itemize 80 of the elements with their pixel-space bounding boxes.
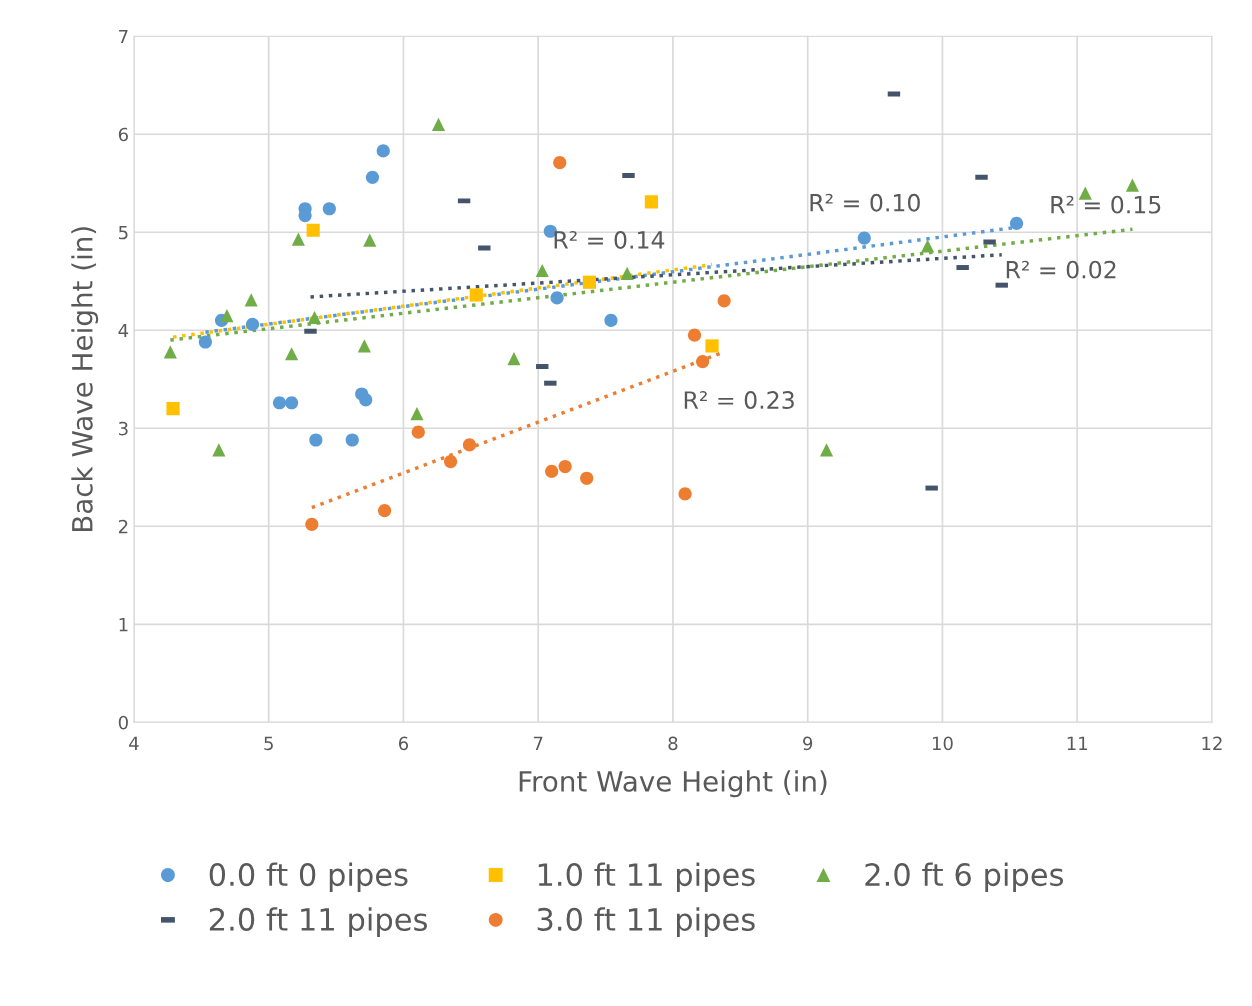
point: [272, 396, 287, 410]
x-tick-label: 8: [668, 736, 678, 751]
x-tick-label: 5: [264, 736, 273, 751]
point: [376, 144, 390, 158]
point: [306, 223, 320, 237]
point: [198, 335, 212, 349]
point: [558, 459, 572, 474]
point: [857, 231, 871, 245]
point: [696, 355, 710, 369]
x-tick-label: 12: [1202, 736, 1222, 750]
y-tick-label: 2: [118, 519, 128, 534]
point: [582, 275, 596, 289]
point: [553, 156, 567, 170]
point: [550, 291, 564, 305]
point: [469, 288, 483, 302]
point: [1078, 186, 1092, 200]
point: [357, 339, 371, 353]
annotation: R² = 0.15: [1051, 195, 1161, 214]
legend-label: 1.0 ft 11 pipes: [538, 862, 755, 893]
y-tick-label: 1: [119, 617, 128, 632]
point: [305, 517, 319, 531]
x-tick-label: 7: [533, 736, 543, 750]
point: [644, 195, 658, 209]
point: [462, 438, 477, 452]
point: [545, 464, 559, 478]
y-axis-title: Back Wave Height (in): [71, 227, 99, 532]
legend-label: 2.0 ft 11 pipes: [209, 907, 427, 937]
point: [285, 347, 299, 361]
point: [1125, 178, 1140, 192]
point: [620, 266, 634, 280]
point: [166, 402, 180, 416]
x-tick-label: 10: [932, 736, 953, 751]
point: [921, 239, 935, 253]
point: [307, 310, 322, 325]
annotation: R² = 0.14: [554, 231, 665, 249]
point: [705, 339, 719, 353]
point: [678, 487, 692, 501]
point: [359, 393, 373, 407]
point: [365, 170, 380, 184]
point: [411, 425, 425, 439]
point: [363, 233, 377, 247]
annotation: R² = 0.02: [1006, 260, 1116, 279]
legend-label: 0.0 ft 0 pipes: [209, 862, 408, 893]
x-tick-label: 4: [129, 736, 139, 750]
point: [717, 294, 731, 308]
y-tick-label: 5: [119, 225, 128, 240]
point: [819, 443, 834, 457]
point: [291, 232, 305, 246]
point: [163, 345, 177, 359]
point: [1009, 216, 1024, 231]
point: [378, 504, 392, 518]
point: [580, 471, 594, 485]
point: [410, 406, 424, 421]
point: [309, 433, 323, 447]
y-tick-label: 6: [118, 127, 128, 142]
point: [431, 117, 446, 132]
y-tick-label: 4: [118, 323, 129, 338]
point: [220, 308, 234, 323]
point: [604, 313, 618, 328]
x-tick-label: 11: [1067, 736, 1088, 750]
y-tick-label: 0: [118, 715, 128, 730]
point: [507, 352, 521, 366]
point: [444, 455, 458, 469]
annotation: R² = 0.23: [684, 391, 794, 409]
x-axis-title: Front Wave Height (in): [519, 770, 827, 798]
y-tick-label: 3: [118, 421, 128, 436]
x-tick-label: 6: [398, 736, 409, 751]
point: [245, 317, 260, 331]
point: [244, 293, 258, 307]
point: [285, 396, 299, 410]
annotation: R² = 0.10: [810, 193, 920, 212]
point: [322, 202, 336, 216]
point: [687, 328, 702, 342]
x-tick-label: 9: [803, 736, 813, 751]
legend-label: 3.0 ft 11 pipes: [537, 907, 755, 937]
y-tick-label: 7: [119, 29, 128, 44]
point: [535, 263, 549, 278]
point: [212, 443, 226, 457]
point: [345, 433, 359, 447]
legend-label: 2.0 ft 6 pipes: [865, 862, 1064, 893]
